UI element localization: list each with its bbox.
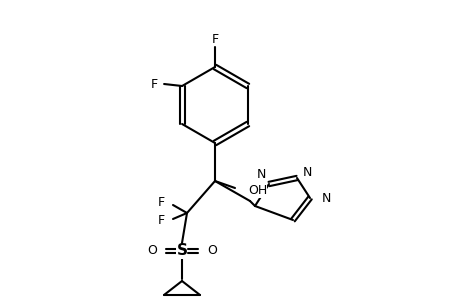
Text: O: O — [207, 244, 217, 257]
Text: F: F — [157, 214, 165, 227]
Text: F: F — [211, 32, 218, 46]
Text: N: N — [321, 191, 330, 205]
Text: OH: OH — [247, 184, 267, 197]
Text: N: N — [302, 166, 312, 178]
Text: O: O — [147, 244, 157, 257]
Text: N: N — [256, 167, 265, 181]
Text: F: F — [150, 77, 157, 91]
Text: F: F — [157, 196, 165, 209]
Text: S: S — [176, 244, 187, 259]
